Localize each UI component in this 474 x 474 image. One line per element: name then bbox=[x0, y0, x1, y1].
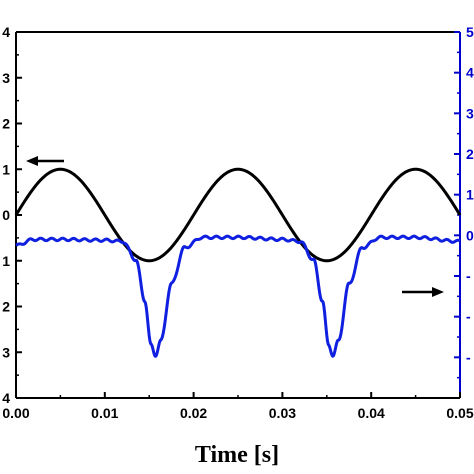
x-tick-label: 0.01 bbox=[91, 405, 118, 421]
right-tick-label: 0 bbox=[466, 227, 474, 243]
x-tick-label: 0.00 bbox=[2, 405, 29, 421]
left-arrow-head bbox=[26, 156, 38, 166]
left-tick-label: 4 bbox=[2, 24, 10, 40]
left-tick-label: 4 bbox=[2, 390, 10, 406]
left-tick-label: 1 bbox=[2, 253, 10, 269]
left-tick-label: 2 bbox=[2, 299, 10, 315]
right-axis-ticks: 5 4 3 2 1 0 - - - bbox=[454, 24, 474, 379]
x-axis-ticks: 0.00 0.01 0.02 0.03 0.04 0.05 bbox=[2, 392, 474, 421]
right-tick-label: 1 bbox=[466, 187, 474, 203]
left-tick-label: 2 bbox=[2, 116, 10, 132]
left-tick-label: 3 bbox=[2, 70, 10, 86]
left-axis-ticks: 4 3 2 1 0 1 2 3 4 bbox=[2, 24, 22, 406]
right-arrow-head bbox=[432, 287, 444, 297]
right-tick-label: 3 bbox=[466, 105, 474, 121]
right-tick-label: 4 bbox=[466, 65, 474, 81]
annotations bbox=[26, 156, 444, 297]
left-tick-label: 3 bbox=[2, 344, 10, 360]
series-line-black bbox=[14, 167, 462, 263]
right-tick-label: 5 bbox=[466, 24, 474, 40]
x-tick-label: 0.04 bbox=[358, 405, 385, 421]
right-tick-label: - bbox=[466, 268, 471, 284]
left-tick-label: 0 bbox=[2, 207, 10, 223]
series-lines bbox=[14, 167, 462, 358]
plot-frame bbox=[15, 31, 461, 399]
x-axis-label: Time [s] bbox=[195, 442, 279, 468]
left-tick-label: 1 bbox=[2, 161, 10, 177]
right-tick-label: 2 bbox=[466, 146, 474, 162]
x-tick-label: 0.05 bbox=[446, 405, 473, 421]
x-tick-label: 0.03 bbox=[269, 405, 296, 421]
right-tick-label: - bbox=[466, 349, 471, 365]
series-line-blue bbox=[15, 234, 461, 358]
x-tick-label: 0.02 bbox=[180, 405, 207, 421]
right-tick-label: - bbox=[466, 309, 471, 325]
